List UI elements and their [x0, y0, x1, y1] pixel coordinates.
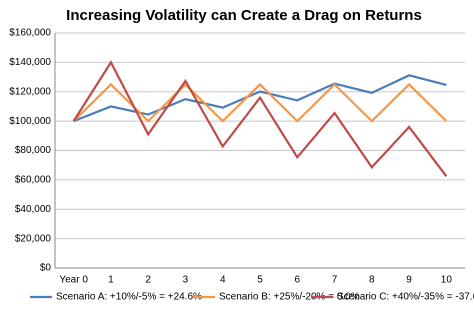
- legend-label: Scenario C: +40%/-35% = -37.6%: [337, 292, 474, 303]
- x-tick-label: 1: [108, 275, 114, 286]
- series-line: [72, 82, 448, 123]
- x-tick-label: 6: [294, 275, 300, 286]
- y-tick-label: $160,000: [9, 28, 51, 39]
- y-tick-label: $120,000: [9, 86, 51, 97]
- x-tick-label: 5: [257, 275, 263, 286]
- y-tick-label: $80,000: [15, 145, 52, 156]
- legend-label: Scenario B: +25%/-20% = 0.0%: [219, 292, 360, 303]
- y-tick-label: $140,000: [9, 57, 51, 68]
- series-line: [72, 60, 448, 178]
- x-tick-label: 2: [145, 275, 151, 286]
- x-tick-label: 7: [332, 275, 338, 286]
- legend-label: Scenario A: +10%/-5% = +24.6%: [56, 292, 202, 303]
- y-tick-label: $0: [40, 263, 52, 274]
- chart-title: Increasing Volatility can Create a Drag …: [66, 7, 422, 24]
- y-tick-label: $20,000: [15, 233, 52, 244]
- y-tick-label: $60,000: [15, 175, 52, 186]
- y-tick-label: $40,000: [15, 204, 52, 215]
- x-tick-label: 3: [183, 275, 189, 286]
- x-tick-label: 9: [406, 275, 412, 286]
- y-tick-label: $100,000: [9, 116, 51, 127]
- x-tick-label: 8: [369, 275, 375, 286]
- x-tick-label: Year 0: [59, 275, 88, 286]
- x-tick-label: 4: [220, 275, 226, 286]
- x-tick-label: 10: [441, 275, 453, 286]
